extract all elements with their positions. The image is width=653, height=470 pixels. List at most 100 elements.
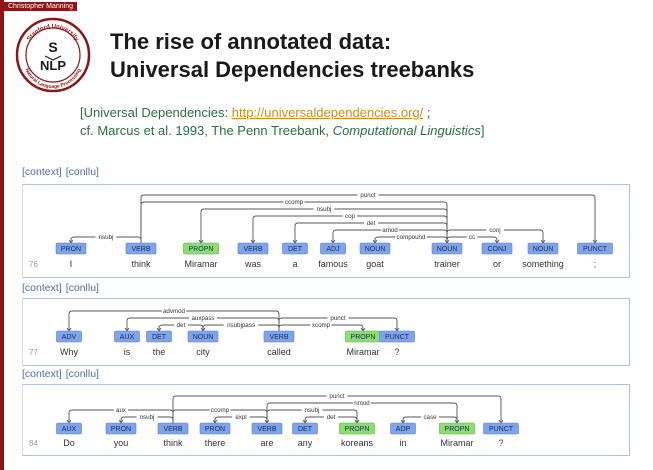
dependency-label: det <box>327 414 336 421</box>
pos-tag-box <box>439 422 475 435</box>
pos-tag-box <box>577 242 613 255</box>
pos-tag: PRON <box>205 426 225 433</box>
ref-suffix: ; <box>423 105 431 120</box>
label-background <box>136 413 158 420</box>
tree-panel-1: 76 nsubj compound cc amod conj det cop nsubj ccom… <box>22 184 630 278</box>
ref-prefix: [Universal Dependencies: <box>80 105 232 120</box>
pos-tag: ADP <box>396 426 411 433</box>
token-word: something <box>522 259 564 269</box>
token-word: think <box>131 259 151 269</box>
label-background <box>173 321 189 328</box>
label-background <box>95 233 117 240</box>
pos-tag: PUNCT <box>489 426 514 433</box>
dependency-label: ccomp <box>211 407 230 414</box>
token-word: goat <box>366 259 384 269</box>
token-word: think <box>163 438 183 448</box>
pos-tag: VERB <box>131 246 150 253</box>
tree-2-links: [context] [conllu] <box>22 282 103 294</box>
dependency-label: nmod <box>354 400 370 407</box>
slide-title: The rise of annotated data: Universal De… <box>110 28 474 84</box>
pos-tag-box <box>431 242 463 255</box>
label-background <box>310 321 332 328</box>
token-word: Miramar <box>185 259 218 269</box>
context-link[interactable]: [context] <box>22 368 62 380</box>
pos-tag-box <box>199 422 231 435</box>
token-word: ? <box>394 347 399 357</box>
conllu-link[interactable]: [conllu] <box>65 282 99 294</box>
ud-link[interactable]: http://universaldependencies.org/ <box>231 105 424 120</box>
tree-1-links: [context] [conllu] <box>22 166 103 178</box>
token-word: ; <box>594 259 597 269</box>
pos-tag: PROPN <box>345 426 370 433</box>
ref-citation: cf. Marcus et al. 1993, The Penn Treeban… <box>80 123 333 138</box>
title-line-2: Universal Dependencies treebanks <box>110 57 475 82</box>
pos-tag-box <box>183 242 219 255</box>
label-background <box>209 406 231 413</box>
label-background <box>395 233 427 240</box>
token-word: was <box>244 259 262 269</box>
pos-tag: PUNCT <box>385 334 410 341</box>
pos-tag: CONJ <box>487 246 506 253</box>
label-background <box>327 314 349 321</box>
tree-panel-3: 84 nsubj expl det case aux ccomp nsubj nmod punct… <box>22 384 630 456</box>
dependency-label: expl <box>235 414 246 421</box>
dependency-label: punct <box>330 315 345 322</box>
pos-tag-box <box>320 242 346 255</box>
pos-tag: PUNCT <box>583 246 608 253</box>
dependency-label: punct <box>360 192 375 199</box>
pos-tag: NOUN <box>437 246 458 253</box>
dependency-label: advmod <box>163 308 186 315</box>
sentence-number: 76 <box>29 260 38 269</box>
pos-tag: PROPN <box>351 334 376 341</box>
stanford-nlp-logo: Stanford University Natural Language Pro… <box>15 17 91 93</box>
ref-close-bracket: ] <box>480 123 485 138</box>
dependency-label: conj <box>489 227 500 234</box>
pos-tag-box <box>483 422 519 435</box>
pos-tag: VERB <box>269 334 288 341</box>
token-word: in <box>399 438 406 448</box>
pos-tag-box <box>339 422 375 435</box>
token-word: there <box>205 438 226 448</box>
label-background <box>466 233 478 240</box>
pos-tag-box <box>237 242 269 255</box>
label-background <box>113 406 129 413</box>
ref-journal: Computational Linguistics <box>332 123 481 138</box>
pos-tag: VERB <box>243 246 262 253</box>
pos-tag-box <box>157 422 189 435</box>
logo-letter-s: S <box>48 39 57 55</box>
token-word: famous <box>318 259 348 269</box>
conllu-link[interactable]: [conllu] <box>65 368 99 380</box>
dependency-label: nsubj <box>99 234 114 241</box>
label-background <box>313 205 335 212</box>
token-word: Miramar <box>347 347 380 357</box>
pos-tag-box <box>390 422 416 435</box>
label-background <box>301 406 323 413</box>
label-background <box>486 226 504 233</box>
label-background <box>421 413 439 420</box>
pos-tag: PRON <box>61 246 81 253</box>
dependency-label: compound <box>397 234 426 241</box>
dependency-label: nsubjpass <box>227 322 255 329</box>
pos-tag-box <box>481 242 513 255</box>
tree-panel-2: 77 det nsubjpass xcomp punct auxpass advmod ADV… <box>22 298 630 366</box>
dependency-label: aux <box>116 407 127 414</box>
references: [Universal Dependencies: http://universa… <box>80 104 484 140</box>
dependency-label: det <box>177 322 186 329</box>
context-link[interactable]: [context] <box>22 282 62 294</box>
token-word: koreans <box>341 438 374 448</box>
label-background <box>342 212 358 219</box>
pos-tag-box <box>56 330 82 343</box>
pos-tag-box <box>125 242 157 255</box>
pos-tag-box <box>56 422 82 435</box>
label-background <box>363 219 379 226</box>
pos-tag-box <box>282 242 308 255</box>
pos-tag: ADV <box>62 334 77 341</box>
context-link[interactable]: [context] <box>22 166 62 178</box>
conllu-link[interactable]: [conllu] <box>65 166 99 178</box>
token-word: you <box>114 438 129 448</box>
dependency-label: nsubj <box>305 407 320 414</box>
token-word: ? <box>498 438 503 448</box>
dependency-label: cc <box>469 234 475 241</box>
dependency-label: nsubj <box>317 206 332 213</box>
dependency-tree-1: 76 nsubj compound cc amod conj det cop nsubj ccom… <box>29 191 613 269</box>
